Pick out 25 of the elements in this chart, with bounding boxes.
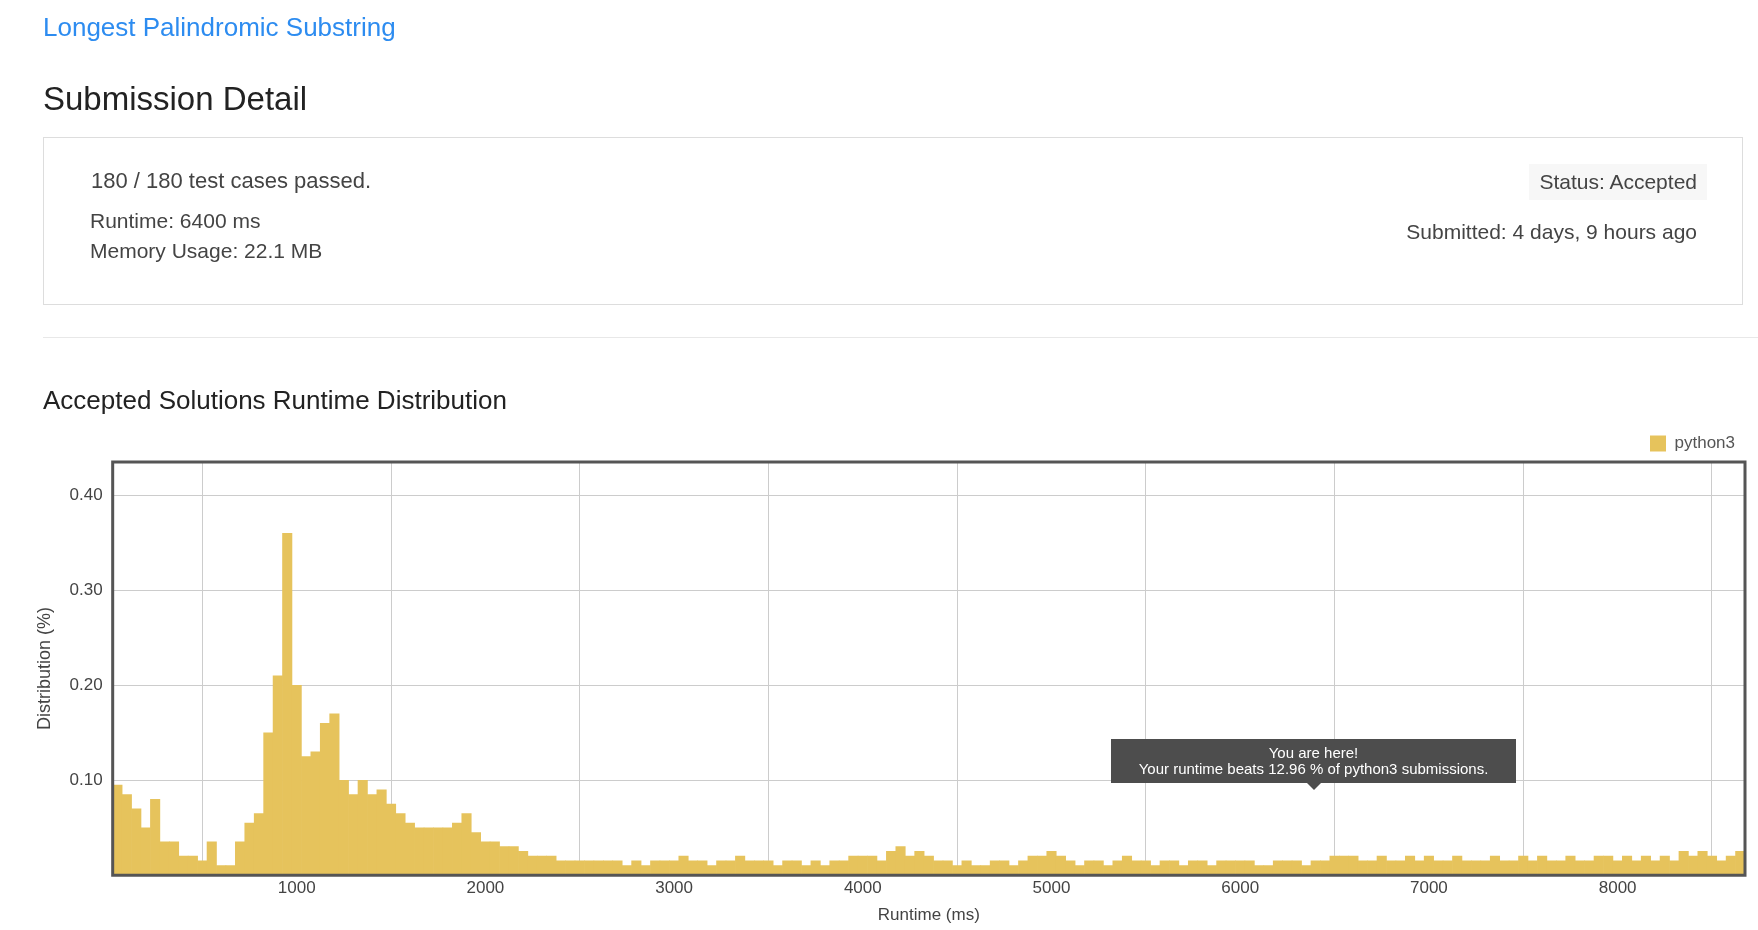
text: Longest Palindromic Substring	[43, 12, 396, 43]
x-tick-label: 1000	[277, 878, 316, 898]
x-tick-label: 4000	[843, 878, 882, 898]
x-tick-label: 3000	[655, 878, 693, 898]
annotation: You are here!	[1267, 744, 1360, 761]
y-tick-label: 0.40	[69, 484, 103, 504]
y-tick-label: 0.30	[69, 579, 103, 599]
x-tick-label: 6000	[1221, 878, 1260, 898]
text: Memory Usage: 22.1 MB	[90, 239, 323, 263]
text: Status: Accepted	[1529, 164, 1707, 200]
text: Runtime: 6400 ms	[90, 209, 261, 233]
x-tick-label: 7000	[1410, 878, 1448, 898]
x-axis-title: Runtime (ms)	[877, 905, 980, 925]
x-tick-label: 5000	[1032, 878, 1071, 898]
x-tick-label: 2000	[466, 878, 505, 898]
text: 180 / 180 test cases passed.	[91, 168, 372, 194]
y-tick-label: 0.10	[69, 769, 103, 789]
text: Submitted: 4 days, 9 hours ago	[1406, 220, 1697, 244]
chart-title: Accepted Solutions Runtime Distribution	[43, 385, 507, 416]
annotation: Your runtime beats 12.96 % of python3 submissions.	[1137, 760, 1490, 777]
x-tick-label: 8000	[1598, 878, 1637, 898]
y-tick-label: 0.20	[69, 674, 103, 694]
y-axis-title: Distribution (%)	[33, 607, 54, 731]
legend-label: python3	[1674, 433, 1735, 453]
text: Submission Detail	[43, 80, 308, 118]
